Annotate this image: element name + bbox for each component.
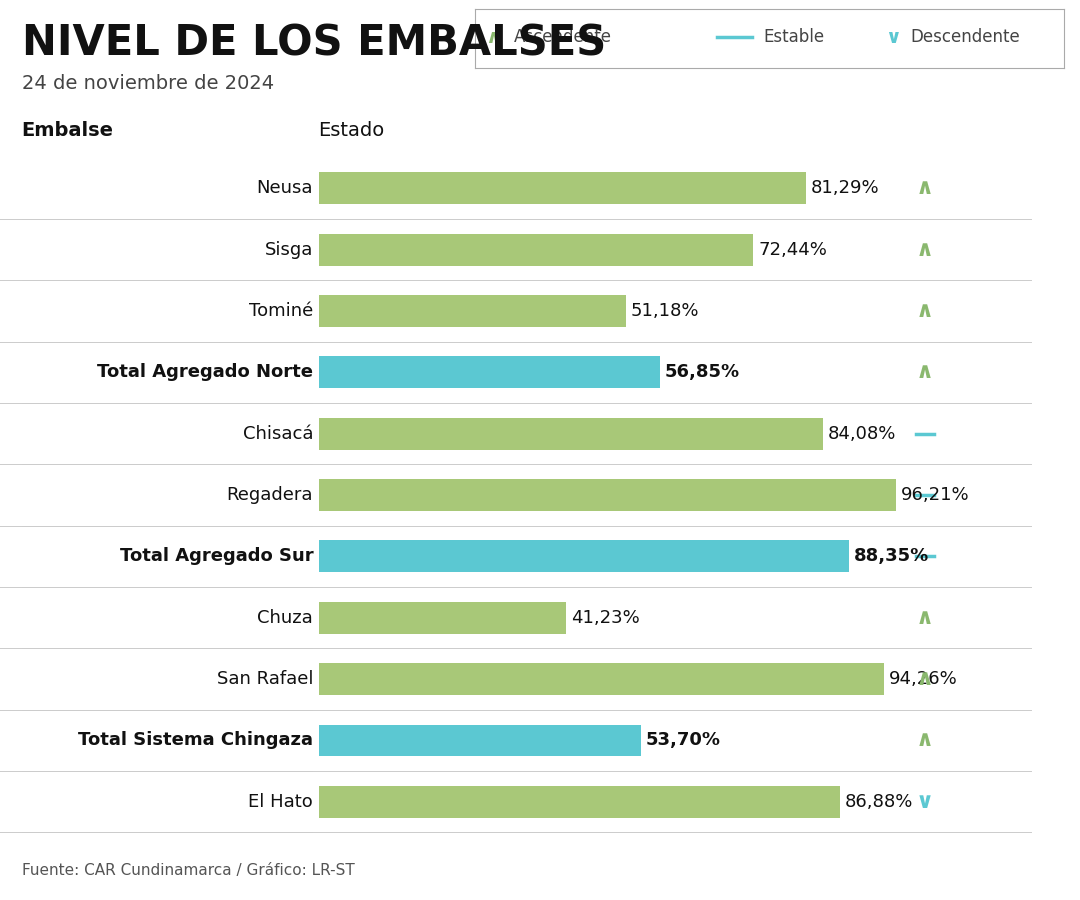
Text: Tominé: Tominé [249,302,313,319]
Text: ∧: ∧ [916,239,934,259]
Text: Total Agregado Norte: Total Agregado Norte [97,364,313,382]
Text: ∧: ∧ [916,363,934,382]
Bar [319,295,625,327]
Text: ∧: ∧ [485,28,501,47]
Text: Chuza: Chuza [257,608,313,626]
Text: ∨: ∨ [916,792,934,812]
Text: Total Agregado Sur: Total Agregado Sur [120,547,313,565]
Text: Fuente: CAR Cundinamarca / Gráfico: LR-ST: Fuente: CAR Cundinamarca / Gráfico: LR-S… [22,862,354,878]
Text: 86,88%: 86,88% [845,793,913,811]
Text: Regadera: Regadera [227,486,313,504]
Text: Neusa: Neusa [257,179,313,197]
Text: 56,85%: 56,85% [664,364,740,382]
Text: ∧: ∧ [916,731,934,751]
Text: 94,26%: 94,26% [889,670,958,688]
Text: El Hato: El Hato [248,793,313,811]
Text: 41,23%: 41,23% [570,608,639,626]
Bar [319,172,807,204]
Text: Chisacá: Chisacá [243,425,313,443]
Bar [319,356,660,388]
Text: Descendente: Descendente [910,28,1021,46]
Text: ∧: ∧ [916,178,934,198]
Text: Ascendente: Ascendente [513,28,611,46]
Text: 88,35%: 88,35% [853,547,929,565]
Text: San Rafael: San Rafael [217,670,313,688]
Text: NIVEL DE LOS EMBALSES: NIVEL DE LOS EMBALSES [22,22,606,65]
Bar [319,602,566,634]
Text: Sisga: Sisga [265,240,313,258]
Text: Total Sistema Chingaza: Total Sistema Chingaza [78,732,313,750]
Text: ∧: ∧ [916,669,934,689]
Text: 72,44%: 72,44% [758,240,827,258]
Bar [319,540,849,572]
Text: Estable: Estable [764,28,825,46]
Bar [319,786,840,818]
Text: ∨: ∨ [886,28,901,47]
Text: ∧: ∧ [916,608,934,627]
Text: 84,08%: 84,08% [828,425,896,443]
Text: Estado: Estado [319,121,384,140]
Text: 24 de noviembre de 2024: 24 de noviembre de 2024 [22,74,273,93]
Bar [319,418,823,450]
Bar [319,234,753,266]
Text: ∧: ∧ [916,301,934,321]
Text: LR: LR [976,840,1016,868]
Text: 96,21%: 96,21% [901,486,969,504]
Bar [319,663,885,695]
Text: 51,18%: 51,18% [631,302,699,319]
Text: 81,29%: 81,29% [811,179,880,197]
Text: Embalse: Embalse [22,121,113,140]
Bar [319,724,640,756]
Text: 53,70%: 53,70% [646,732,720,750]
Bar [319,479,895,511]
